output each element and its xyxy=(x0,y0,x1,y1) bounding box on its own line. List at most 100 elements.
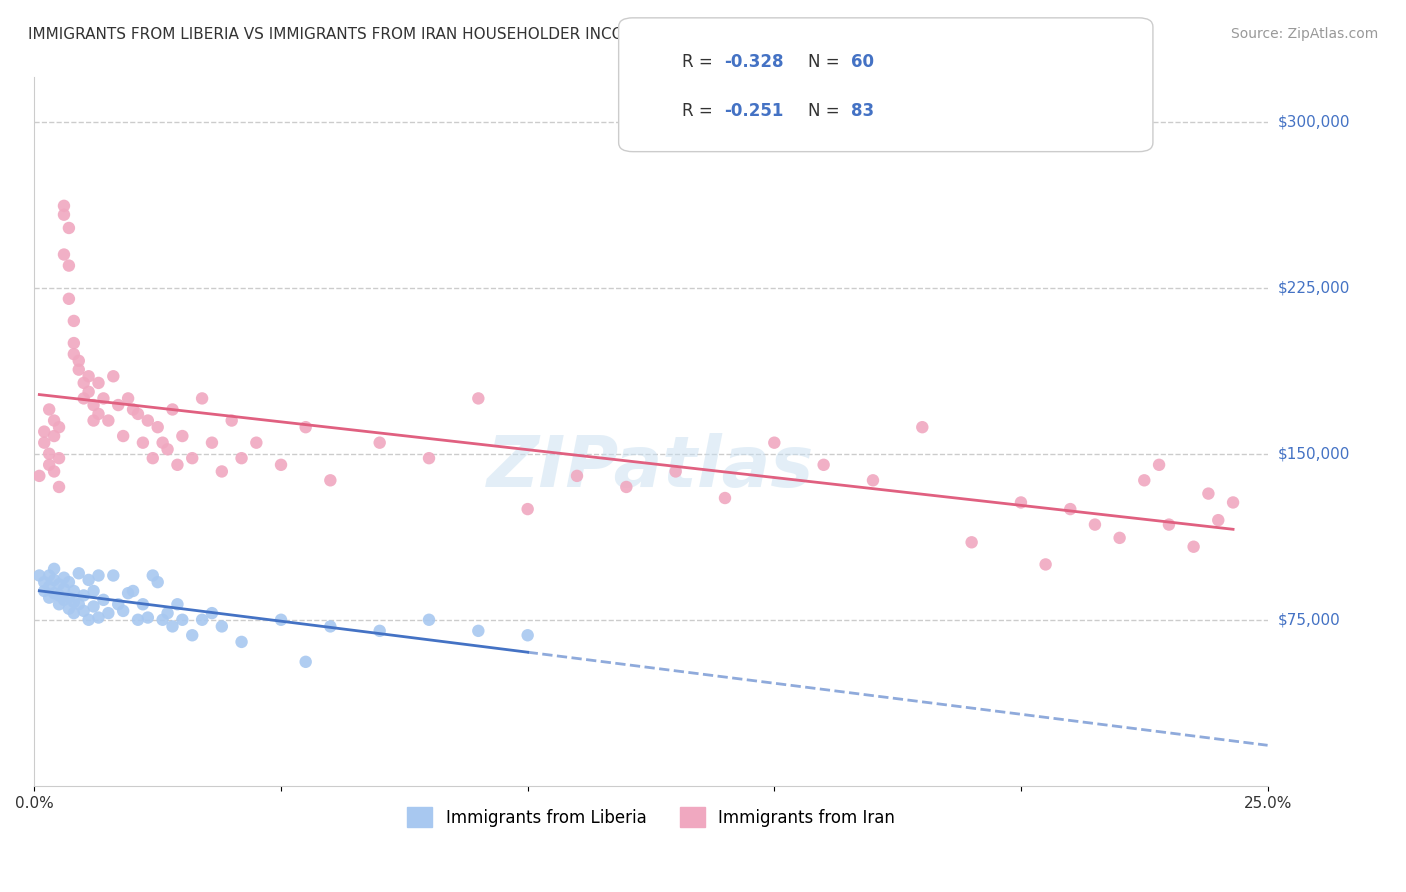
Text: $75,000: $75,000 xyxy=(1278,612,1340,627)
Point xyxy=(211,619,233,633)
Point xyxy=(73,604,96,618)
Point xyxy=(294,420,316,434)
Point xyxy=(152,435,174,450)
Text: -0.251: -0.251 xyxy=(724,103,783,120)
Point xyxy=(87,407,110,421)
Point xyxy=(136,413,159,427)
Point xyxy=(87,568,110,582)
Point xyxy=(418,451,440,466)
Point xyxy=(63,336,86,351)
Point xyxy=(48,420,70,434)
Point xyxy=(1010,495,1032,509)
Point xyxy=(211,465,233,479)
Point xyxy=(97,413,120,427)
Point xyxy=(77,613,100,627)
Point xyxy=(58,575,80,590)
Point xyxy=(63,595,86,609)
Point xyxy=(42,586,65,600)
Point xyxy=(191,613,214,627)
Point xyxy=(67,566,90,581)
Point xyxy=(156,442,179,457)
Point xyxy=(83,413,105,427)
Point xyxy=(1059,502,1081,516)
Point xyxy=(52,199,75,213)
Point xyxy=(368,435,391,450)
Point xyxy=(166,597,188,611)
Point xyxy=(97,606,120,620)
Point xyxy=(67,362,90,376)
Point xyxy=(73,392,96,406)
Point xyxy=(172,429,194,443)
Point xyxy=(201,435,224,450)
Point xyxy=(231,451,253,466)
Point xyxy=(58,601,80,615)
Text: IMMIGRANTS FROM LIBERIA VS IMMIGRANTS FROM IRAN HOUSEHOLDER INCOME AGES 45 - 64 : IMMIGRANTS FROM LIBERIA VS IMMIGRANTS FR… xyxy=(28,27,976,42)
Point xyxy=(103,568,125,582)
Text: Source: ZipAtlas.com: Source: ZipAtlas.com xyxy=(1230,27,1378,41)
Point xyxy=(614,480,637,494)
Point xyxy=(127,613,149,627)
Point xyxy=(665,465,688,479)
Point xyxy=(146,420,169,434)
Point xyxy=(1182,540,1205,554)
Point xyxy=(172,613,194,627)
Point xyxy=(42,562,65,576)
Point xyxy=(28,568,51,582)
Point xyxy=(48,480,70,494)
Point xyxy=(67,597,90,611)
Point xyxy=(221,413,243,427)
Point xyxy=(1035,558,1057,572)
Point xyxy=(42,413,65,427)
Point xyxy=(38,568,60,582)
Point xyxy=(52,247,75,261)
Point xyxy=(156,606,179,620)
Point xyxy=(714,491,737,505)
Legend: Immigrants from Liberia, Immigrants from Iran: Immigrants from Liberia, Immigrants from… xyxy=(401,800,901,834)
Point xyxy=(136,610,159,624)
Point xyxy=(911,420,934,434)
Point xyxy=(142,451,165,466)
Point xyxy=(87,376,110,390)
Point xyxy=(103,369,125,384)
Point xyxy=(107,597,129,611)
Point xyxy=(122,402,145,417)
Point xyxy=(87,610,110,624)
Point xyxy=(112,429,135,443)
Point xyxy=(516,502,538,516)
Point xyxy=(122,584,145,599)
Text: ZIPatlas: ZIPatlas xyxy=(488,433,814,501)
Point xyxy=(32,584,55,599)
Point xyxy=(73,376,96,390)
Point xyxy=(191,392,214,406)
Point xyxy=(32,575,55,590)
Point xyxy=(58,292,80,306)
Point xyxy=(38,580,60,594)
Text: N =: N = xyxy=(808,54,845,71)
Point xyxy=(63,606,86,620)
Point xyxy=(117,392,139,406)
Point xyxy=(77,369,100,384)
Point xyxy=(270,613,292,627)
Text: 60: 60 xyxy=(851,54,873,71)
Point xyxy=(1222,495,1244,509)
Point xyxy=(42,429,65,443)
Point xyxy=(73,589,96,603)
Point xyxy=(38,458,60,472)
Point xyxy=(83,398,105,412)
Point xyxy=(245,435,267,450)
Point xyxy=(181,451,204,466)
Point xyxy=(1147,458,1170,472)
Point xyxy=(960,535,983,549)
Point xyxy=(467,624,489,638)
Point xyxy=(83,584,105,599)
Point xyxy=(1157,517,1180,532)
Point xyxy=(319,473,342,487)
Point xyxy=(32,435,55,450)
Point xyxy=(48,451,70,466)
Point xyxy=(146,575,169,590)
Point xyxy=(63,314,86,328)
Text: R =: R = xyxy=(682,103,718,120)
Point xyxy=(319,619,342,633)
Point xyxy=(201,606,224,620)
Point xyxy=(32,425,55,439)
